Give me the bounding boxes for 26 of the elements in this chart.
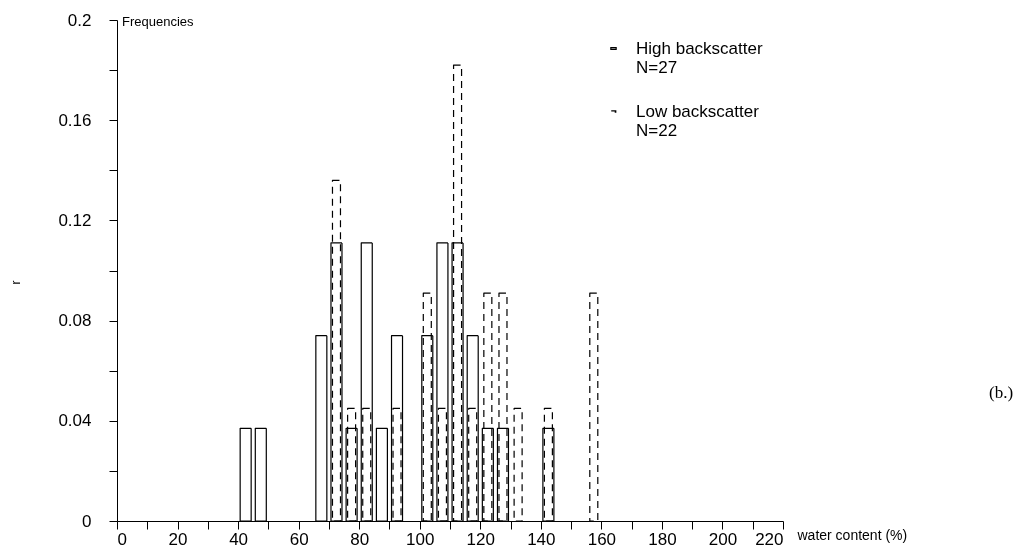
- x-tick-label: 40: [229, 529, 249, 549]
- x-tick-label: 160: [587, 529, 617, 549]
- legend-label: High backscatter N=27: [636, 38, 763, 77]
- x-tick-label: 180: [648, 529, 677, 549]
- text: (b.): [989, 383, 1014, 402]
- x-tick-label: 80: [350, 529, 370, 549]
- x-tick-label: 0: [117, 529, 127, 549]
- y-tick-label: 0.2: [67, 10, 92, 30]
- y-tick-label: 0.08: [58, 311, 92, 331]
- x-axis-title: water content (%): [796, 526, 908, 543]
- legend-label: Low backscatter N=22: [636, 101, 760, 140]
- x-tick-label: 20: [168, 529, 188, 549]
- chart-title: Frequencies: [122, 14, 195, 29]
- y-tick-label: 0.16: [58, 110, 92, 130]
- x-tick-label: 140: [527, 529, 556, 549]
- y-tick-label: 0.04: [58, 411, 92, 431]
- bar: [498, 292, 508, 522]
- x-tick-label: 60: [289, 529, 309, 549]
- x-tick-label: 220: [755, 529, 784, 549]
- bar: [422, 292, 432, 522]
- y-tick-label: 0.12: [58, 210, 92, 230]
- x-tick-label: 200: [708, 529, 738, 549]
- y-axis-title: r: [8, 280, 23, 285]
- x-tick-label: 120: [466, 529, 495, 549]
- y-tick-label: 0: [82, 511, 92, 531]
- x-tick-label: 100: [406, 529, 435, 549]
